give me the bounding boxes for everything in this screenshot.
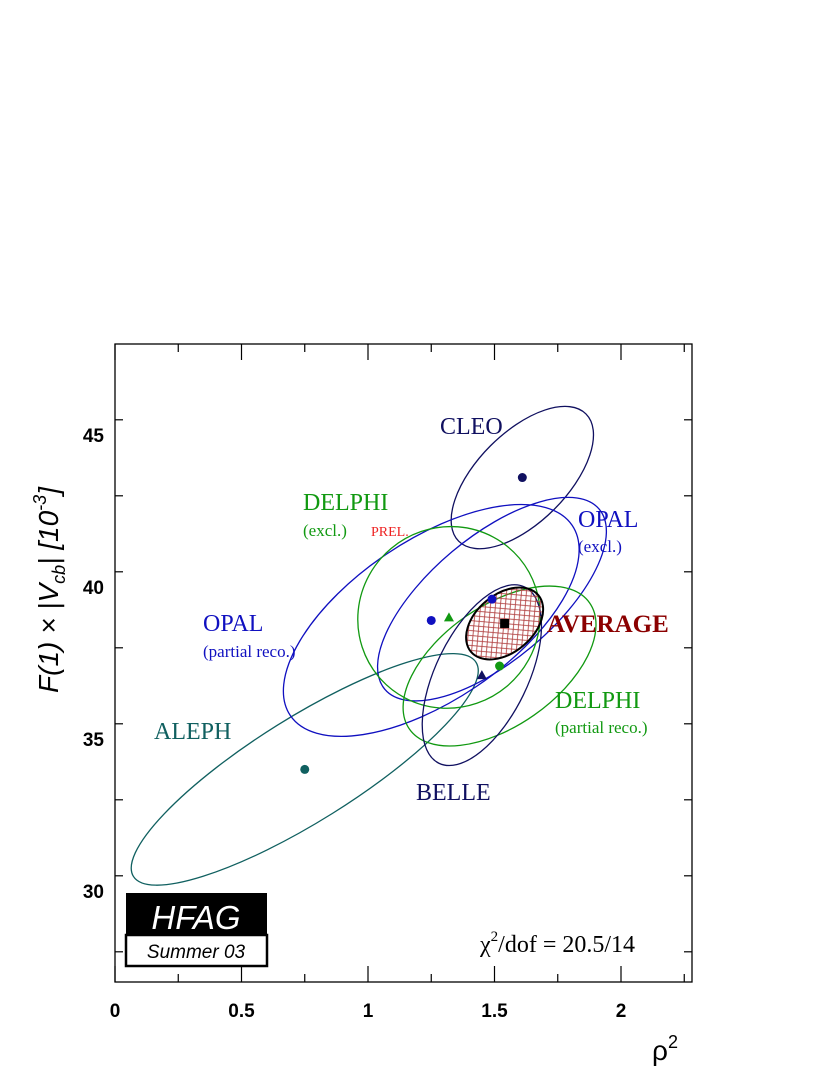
y-tick-label: 35 <box>83 730 105 751</box>
ellipse-opal-excl <box>376 496 608 702</box>
error-ellipses <box>130 405 608 886</box>
y-tick-label: 40 <box>83 578 104 599</box>
marker-delphi-excl-prel <box>443 612 454 622</box>
label-average: AVERAGE <box>547 611 669 638</box>
ellipse-aleph <box>130 652 479 886</box>
marker-opal-excl <box>487 594 497 604</box>
label-delphi-partial: DELPHI <box>555 688 640 714</box>
x-tick-label: 1.5 <box>481 1001 508 1022</box>
marker-aleph <box>300 764 310 774</box>
label-delphi-partial-sub: (partial reco.) <box>555 718 648 737</box>
plot-frame <box>114 343 693 983</box>
svg-text:F(1) × |Vcb| [10-3]: F(1) × |Vcb| [10-3] <box>30 486 69 693</box>
ellipse-opal-partial-reco <box>282 503 580 738</box>
label-opal-excl: OPAL <box>578 507 638 533</box>
marker-average <box>500 618 510 628</box>
x-axis: 0 0.5 1 1.5 2 <box>110 344 685 1022</box>
x-tick-label: 0 <box>110 1001 121 1022</box>
x-tick-label: 2 <box>616 1001 627 1022</box>
ellipse-cleo <box>450 405 595 550</box>
svg-text:ρ2: ρ2 <box>652 1032 678 1066</box>
x-tick-label: 0.5 <box>228 1001 255 1022</box>
hfag-logo: HFAG Summer 03 <box>124 893 269 968</box>
hfag-logo-subtitle: Summer 03 <box>147 942 246 963</box>
label-opal-excl-sub: (excl.) <box>578 537 622 556</box>
y-axis: 30 35 40 45 <box>83 419 692 953</box>
marker-cleo <box>517 473 527 483</box>
x-axis-label: ρ2 <box>652 1032 678 1066</box>
chi2-label: χ2/dof = 20.5/14 <box>479 929 635 958</box>
marker-belle <box>476 670 487 680</box>
marker-delphi-partial-reco <box>495 661 505 671</box>
label-delphi-excl: DELPHI <box>303 490 388 516</box>
marker-opal-partial-reco <box>426 615 436 625</box>
y-axis-label: F(1) × |Vcb| [10-3] <box>30 486 69 693</box>
ellipse-delphi-excl <box>357 525 541 709</box>
y-tick-label: 30 <box>83 882 104 903</box>
hfag-logo-title: HFAG <box>151 899 240 936</box>
experiment-labels: CLEO DELPHI (excl.) PREL. OPAL (excl.) O… <box>154 414 669 806</box>
x-tick-label: 1 <box>363 1001 374 1022</box>
label-opal-partial-sub: (partial reco.) <box>203 642 296 661</box>
label-delphi-prel: PREL. <box>371 525 409 540</box>
label-delphi-excl-sub: (excl.) <box>303 521 347 540</box>
label-belle: BELLE <box>416 780 491 806</box>
central-values <box>300 473 527 774</box>
label-opal-partial: OPAL <box>203 611 263 637</box>
y-tick-label: 45 <box>83 426 105 447</box>
label-cleo: CLEO <box>440 414 503 440</box>
label-aleph: ALEPH <box>154 719 231 745</box>
